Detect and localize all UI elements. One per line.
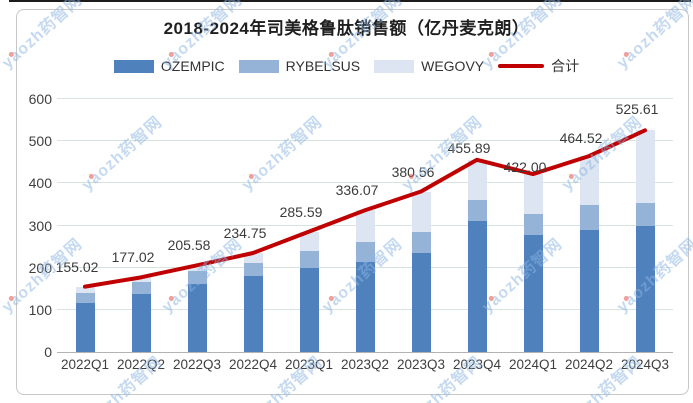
plot-area: 155.02 177.02 205.58 234.75 285.59 336.07 380.… <box>55 98 673 352</box>
bar-segment-wegovy <box>243 253 263 263</box>
bar-2024Q1 <box>523 174 543 352</box>
bar-segment-wegovy <box>467 159 487 201</box>
x-tick-label: 2023Q3 <box>396 357 446 372</box>
bar-2024Q2 <box>579 156 599 352</box>
bar-segment-wegovy <box>299 231 319 251</box>
bar-2022Q1 <box>75 286 95 352</box>
bar-segment-rybelsus <box>467 200 487 222</box>
bar-segment-rybelsus <box>131 282 151 294</box>
bar-segment-ozempic <box>467 221 487 352</box>
bar-segment-ozempic <box>579 230 599 352</box>
bar-segment-ozempic <box>355 262 375 352</box>
bar-segment-wegovy <box>75 286 95 293</box>
bar-segment-ozempic <box>299 267 319 352</box>
bar-2023Q4 <box>467 159 487 352</box>
gridline <box>57 140 673 142</box>
bar-segment-ozempic <box>411 253 431 352</box>
gridline <box>57 182 673 184</box>
x-tick-label: 2022Q3 <box>172 357 222 372</box>
x-tick-label: 2022Q1 <box>60 357 110 372</box>
bar-segment-ozempic <box>243 276 263 352</box>
chart-border-frame <box>16 9 689 395</box>
data-label: 155.02 <box>55 258 99 275</box>
top-edge-line <box>9 0 691 2</box>
bar-segment-wegovy <box>131 277 151 283</box>
bar-segment-ozempic <box>75 302 95 352</box>
bar-segment-wegovy <box>523 174 543 214</box>
bar-2022Q3 <box>187 265 207 352</box>
y-tick-label: 500 <box>28 133 52 150</box>
gridline <box>57 98 673 99</box>
x-tick-label: 2023Q2 <box>340 357 390 372</box>
x-tick-label: 2024Q2 <box>564 357 614 372</box>
bar-2022Q4 <box>243 253 263 352</box>
bar-segment-ozempic <box>187 283 207 352</box>
x-axis-line <box>57 352 673 353</box>
bar-2024Q3 <box>635 130 655 352</box>
legend-label: WEGOVY <box>421 58 485 74</box>
bar-segment-wegovy <box>411 191 431 233</box>
bar-segment-wegovy <box>355 210 375 242</box>
x-tick-label: 2023Q4 <box>452 357 502 372</box>
legend-item-ozempic: OZEMPIC <box>113 58 225 74</box>
bar-segment-rybelsus <box>299 250 319 268</box>
data-label: 205.58 <box>167 237 211 254</box>
bar-segment-rybelsus <box>635 203 655 227</box>
chart-title: 2018-2024年司美格鲁肽销售额（亿丹麦克朗） <box>163 19 530 38</box>
legend-item-total: 合计 <box>498 56 579 76</box>
bar-segment-rybelsus <box>187 270 207 284</box>
x-tick-label: 2022Q4 <box>228 357 278 372</box>
legend-label: OZEMPIC <box>160 58 225 74</box>
y-tick-label: 0 <box>44 344 52 360</box>
data-label: 525.61 <box>615 101 659 118</box>
legend-item-wegovy: WEGOVY <box>374 58 484 74</box>
legend-swatch-icon <box>374 59 415 73</box>
bar-segment-ozempic <box>131 293 151 352</box>
bar-segment-rybelsus <box>579 205 599 230</box>
y-tick-label: 100 <box>28 301 52 318</box>
bar-segment-rybelsus <box>355 241 375 263</box>
y-tick-label: 600 <box>28 91 52 107</box>
bar-segment-wegovy <box>187 265 207 271</box>
total-line <box>83 128 647 289</box>
legend-label: 合计 <box>551 58 580 74</box>
data-label: 177.02 <box>111 249 155 266</box>
x-tick-label: 2024Q3 <box>620 357 670 372</box>
x-tick-label: 2024Q1 <box>508 357 558 372</box>
bar-segment-rybelsus <box>243 262 263 277</box>
legend-swatch-icon <box>238 59 279 73</box>
bar-2023Q2 <box>355 210 375 352</box>
legend-swatch-icon <box>113 59 154 73</box>
y-tick-label: 300 <box>28 217 52 234</box>
x-tick-label: 2023Q1 <box>284 357 334 372</box>
data-label: 336.07 <box>335 182 379 199</box>
legend-line-icon <box>498 64 545 68</box>
bar-segment-ozempic <box>635 226 655 352</box>
bar-segment-rybelsus <box>523 213 543 235</box>
data-label: 422.00 <box>503 159 547 176</box>
data-label: 464.52 <box>559 130 603 147</box>
bar-segment-ozempic <box>523 234 543 352</box>
bar-2022Q2 <box>131 277 151 352</box>
y-tick-label: 200 <box>28 259 52 276</box>
legend-label: RYBELSUS <box>285 58 361 74</box>
data-label: 285.59 <box>279 203 323 220</box>
bar-segment-wegovy <box>635 130 655 204</box>
data-label: 380.56 <box>391 163 435 180</box>
x-tick-label: 2022Q2 <box>116 357 166 372</box>
bar-2023Q3 <box>411 191 431 352</box>
y-tick-label: 400 <box>28 175 52 192</box>
bar-segment-wegovy <box>579 156 599 206</box>
legend: OZEMPIC RYBELSUS WEGOVY 合计 <box>0 56 693 76</box>
bar-segment-rybelsus <box>75 292 95 303</box>
x-axis: 2022Q1 2022Q2 2022Q3 2022Q4 2023Q1 2023Q2 2023… <box>57 357 673 377</box>
data-label: 234.75 <box>223 225 267 241</box>
data-label: 455.89 <box>447 139 491 156</box>
legend-item-rybelsus: RYBELSUS <box>238 58 361 74</box>
bar-segment-rybelsus <box>411 232 431 254</box>
bar-2023Q1 <box>299 231 319 352</box>
